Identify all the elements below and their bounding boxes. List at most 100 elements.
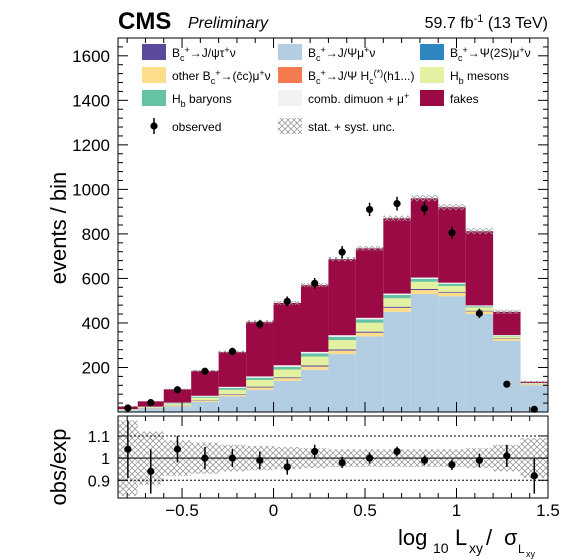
legend-swatch-fakes [420, 90, 444, 106]
lumi-exponent: -1 [474, 13, 484, 25]
legend-entry-psi2s: Bc+→Ψ(2S)μ+ν [420, 44, 531, 63]
bar-comb-14 [493, 334, 521, 336]
lumi-label: 59.7 fb-1 (13 TeV) [425, 13, 548, 32]
preliminary-label: Preliminary [188, 15, 269, 32]
bar-ccbar-8 [328, 350, 356, 355]
legend-entry-mu: Bc+→J/Ψμ+ν [278, 44, 375, 63]
bar-ccbar-6 [273, 378, 301, 381]
ratio-points [124, 420, 538, 494]
legend-label-mu: Bc+→J/Ψμ+ν [308, 45, 375, 63]
bar-fakes-13 [465, 231, 494, 306]
bar-mu-4 [218, 396, 247, 412]
x-axis-title: log 10 L xy / σ L xy [398, 525, 536, 559]
bar-tau-5 [246, 386, 274, 388]
legend-entry-tau: Bc+→J/ψτ+ν [142, 44, 236, 63]
bar-fakes-4 [218, 351, 247, 387]
bar-fakes-9 [355, 248, 384, 318]
observed-point-8 [338, 248, 346, 256]
legend-label-baryons: Hb baryons [172, 92, 232, 109]
observed-point-5 [256, 320, 264, 328]
legend-swatch-comb [278, 90, 302, 106]
x-axis-title-slash: / [486, 525, 493, 550]
observed-point-0 [124, 404, 132, 412]
bar-hb-3 [191, 397, 219, 401]
y-tick-label: 1000 [72, 180, 110, 199]
bar-tau-6 [273, 377, 301, 379]
bar-hb-14 [493, 336, 521, 339]
ratio-point-12 [448, 461, 456, 469]
lumi-main: 59.7 fb [425, 15, 474, 32]
x-axis-title-log: log [398, 525, 427, 550]
bar-fakes-2 [163, 389, 192, 403]
bar-fakes-5 [246, 321, 274, 377]
bar-hb-10 [383, 298, 411, 307]
legend-entry-observed: observed [150, 118, 221, 134]
x-tick-label: −0.5 [165, 501, 199, 520]
ratio-point-7 [311, 447, 319, 456]
ratio-frame [117, 415, 549, 499]
y-tick-label: 1400 [72, 91, 110, 110]
x-axis-title-sigma-sub: L [518, 542, 525, 556]
y-tick-label: 800 [82, 225, 110, 244]
ratio-point-1 [147, 467, 155, 476]
bar-mu-10 [383, 311, 411, 412]
ratio-point-3 [201, 454, 209, 462]
legend-label-ccbar: other Bc+→(c̄c)μ+ν [172, 68, 271, 86]
bar-hb-11 [410, 281, 439, 289]
bar-baryons-2 [163, 403, 192, 404]
x-axis-title-sub: xy [469, 540, 483, 556]
observed-point-9 [365, 205, 374, 214]
bar-fakes-10 [383, 218, 411, 294]
unc-bin-8 [328, 256, 356, 262]
experiment-label: CMS [118, 8, 171, 35]
ratio-point-4 [228, 454, 236, 462]
bar-mu-12 [438, 296, 466, 412]
bar-hb-1 [137, 407, 164, 408]
legend-label-tau: Bc+→J/ψτ+ν [172, 45, 236, 63]
legend-swatch-mu [278, 44, 302, 60]
bar-comb-7 [300, 351, 329, 354]
ratio-point-6 [283, 463, 291, 471]
bar-comb-4 [218, 386, 247, 388]
observed-point-10 [393, 200, 401, 208]
legend-label-observed: observed [172, 120, 221, 134]
bar-hb-5 [246, 379, 274, 387]
bar-comb-5 [246, 376, 274, 378]
bar-hb-6 [273, 369, 301, 378]
bar-ccbar-9 [355, 332, 384, 337]
ratio-y-tick-label: 1.1 [88, 429, 110, 446]
observed-point-3 [201, 367, 209, 375]
bar-ccbar-5 [246, 387, 274, 390]
bar-mu-13 [465, 314, 494, 412]
bar-tau-4 [218, 394, 247, 395]
bar-mu-3 [191, 401, 219, 412]
ratio-point-11 [420, 456, 429, 464]
observed-point-14 [503, 380, 511, 388]
bar-fakes-3 [191, 370, 219, 396]
observed-point-15 [530, 405, 538, 413]
bar-baryons-9 [355, 319, 384, 323]
bar-hb-15 [520, 383, 548, 385]
legend-entry-baryons: Hb baryons [142, 90, 232, 109]
bar-baryons-8 [328, 336, 356, 341]
ratio-point-13 [475, 456, 483, 464]
x-tick-label: 1.5 [536, 501, 560, 520]
x-tick-label: 0 [269, 501, 278, 520]
observed-point-7 [311, 279, 319, 287]
bar-fakes-6 [273, 302, 301, 366]
unc-bin-10 [383, 215, 411, 222]
observed-point-13 [475, 309, 483, 317]
bar-mu-5 [246, 389, 274, 412]
x-axis-title-base: 10 [433, 540, 449, 556]
bar-mu-7 [300, 369, 329, 412]
bar-tau-12 [438, 291, 466, 293]
unc-bin-11 [410, 195, 439, 202]
observed-point-1 [147, 399, 155, 407]
bar-hb-9 [355, 322, 384, 332]
legend-swatch-tau [142, 44, 166, 60]
legend-label-fakes: fakes [450, 92, 479, 106]
bar-mu-11 [410, 294, 439, 412]
bar-baryons-12 [438, 283, 466, 286]
unc-bin-15 [520, 380, 548, 383]
